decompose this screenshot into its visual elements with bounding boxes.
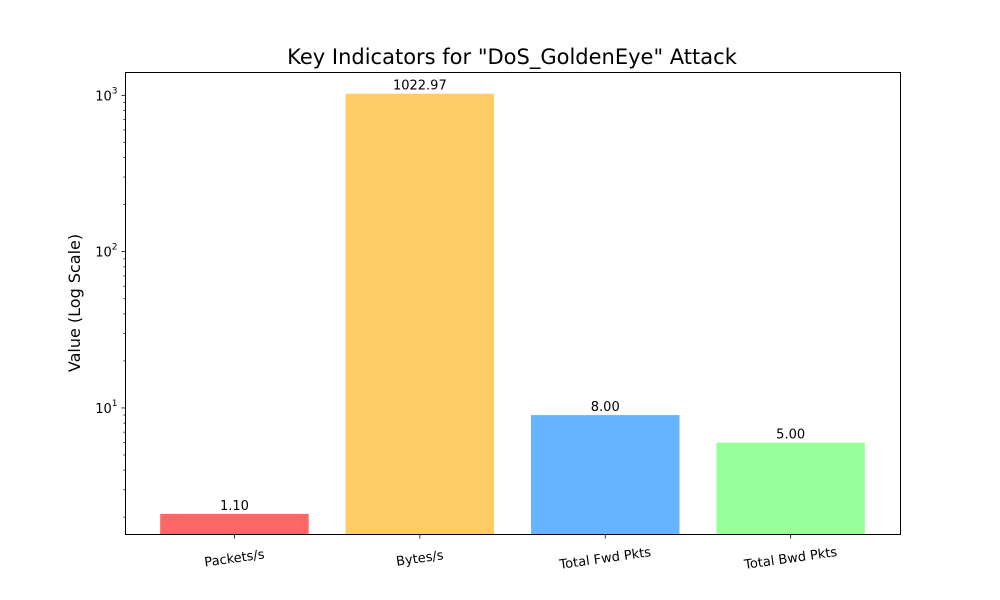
x-tick-label: Total Bwd Pkts bbox=[742, 545, 838, 573]
x-ticks: Packets/s Bytes/s Total Fwd Pkts Total Bwd … bbox=[204, 534, 838, 573]
y-axis-label: Value (Log Scale) bbox=[65, 234, 84, 372]
y-tick-label-base: 10 bbox=[95, 402, 112, 417]
bar-value-label: 1022.97 bbox=[393, 79, 447, 94]
y-tick-label-exponent: 1 bbox=[112, 399, 118, 409]
bar-value-label: 1.10 bbox=[220, 499, 249, 514]
bar-0 bbox=[160, 513, 309, 535]
x-tick-label: Total Fwd Pkts bbox=[558, 545, 653, 573]
bar-3 bbox=[716, 442, 865, 535]
x-tick-label: Bytes/s bbox=[395, 548, 444, 570]
x-tick-label: Packets/s bbox=[204, 547, 266, 570]
y-tick-label: 103 bbox=[95, 86, 117, 104]
y-tick-label-exponent: 2 bbox=[112, 243, 118, 253]
y-tick-label: 102 bbox=[95, 243, 117, 261]
y-tick-label-base: 10 bbox=[95, 246, 112, 261]
data-labels: 1.10 1022.97 8.00 5.00 bbox=[220, 79, 805, 514]
y-tick-label: 101 bbox=[95, 399, 117, 417]
y-tick-label-exponent: 3 bbox=[112, 86, 118, 96]
bar-1 bbox=[345, 93, 495, 535]
bar-value-label: 5.00 bbox=[776, 428, 805, 443]
bar-2 bbox=[531, 415, 680, 535]
bar-value-label: 8.00 bbox=[591, 400, 620, 415]
bars bbox=[160, 93, 865, 535]
plot-frame bbox=[125, 72, 901, 535]
y-tick-label-base: 10 bbox=[95, 89, 112, 104]
chart-title: Key Indicators for "DoS_GoldenEye" Attac… bbox=[287, 45, 738, 70]
